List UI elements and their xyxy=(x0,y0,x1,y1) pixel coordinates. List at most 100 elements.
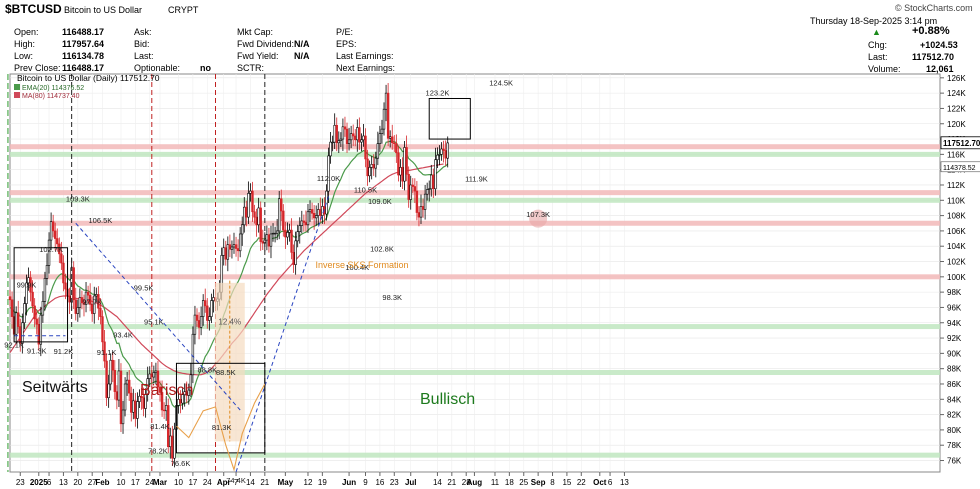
candle-body xyxy=(222,247,225,256)
y-tick-label: 100K xyxy=(947,273,966,282)
candle-body xyxy=(292,252,295,265)
candle-body xyxy=(446,142,449,159)
y-tick-label: 84K xyxy=(947,395,962,404)
candle-body xyxy=(399,167,402,176)
candle xyxy=(101,310,104,352)
candle-body xyxy=(39,314,43,345)
x-tick-label: 13 xyxy=(59,478,68,487)
price-label: 95.1K xyxy=(144,317,164,326)
candle-body xyxy=(411,184,414,187)
mkt-cap-label: Mkt Cap: xyxy=(237,27,274,37)
candle xyxy=(187,383,190,405)
candle-body xyxy=(312,213,316,219)
green-level-band xyxy=(10,151,940,157)
candle-body xyxy=(300,220,304,226)
candle xyxy=(335,117,338,152)
candle xyxy=(51,214,55,238)
candle-body xyxy=(162,409,166,412)
candle xyxy=(325,184,328,221)
candle xyxy=(99,298,102,325)
candle xyxy=(45,253,49,286)
legend-ema: EMA(20) 114376.52 xyxy=(22,85,84,92)
candle-body xyxy=(160,392,164,411)
candle-body xyxy=(58,243,61,255)
candle-body xyxy=(271,232,275,235)
candle xyxy=(405,135,408,182)
candle xyxy=(230,240,234,259)
candle-body xyxy=(245,206,248,218)
candle-body xyxy=(206,305,209,321)
candle xyxy=(360,133,363,152)
candle-body xyxy=(376,143,380,159)
candle xyxy=(273,226,277,243)
y-tick-label: 94K xyxy=(947,319,962,328)
candle xyxy=(306,203,310,234)
candle-body xyxy=(339,138,343,141)
candle-body xyxy=(331,141,334,144)
candle xyxy=(341,118,345,151)
candle-body xyxy=(111,359,114,371)
price-label: 107.3K xyxy=(526,210,550,219)
candle xyxy=(140,387,143,410)
candle-body xyxy=(273,232,277,235)
candle-body xyxy=(405,147,408,175)
y-tick-label: 78K xyxy=(947,441,962,450)
candle-body xyxy=(10,299,14,317)
candle-body xyxy=(432,174,435,190)
candle xyxy=(97,286,100,321)
candle-body xyxy=(47,239,51,266)
price-label: 109.3K xyxy=(66,195,90,204)
ask-label: Ask: xyxy=(134,27,152,37)
candle-body xyxy=(333,124,336,143)
legend-ma-swatch xyxy=(14,92,20,98)
candle xyxy=(395,134,398,163)
candle-body xyxy=(35,318,38,325)
sideways-range-box xyxy=(13,247,69,343)
candle-body xyxy=(269,233,273,247)
candle xyxy=(382,102,386,136)
candle-body xyxy=(224,247,227,260)
fwd-dividend-value: N/A xyxy=(294,39,310,49)
candle-body xyxy=(417,212,421,218)
candle xyxy=(314,205,318,226)
x-tick-label: 27 xyxy=(88,478,97,487)
candle-body xyxy=(130,392,133,413)
pe-label: P/E: xyxy=(336,27,354,37)
candle xyxy=(247,181,250,225)
candle-body xyxy=(99,307,102,317)
x-tick-label: 7 xyxy=(234,478,239,487)
candle-body xyxy=(337,140,340,144)
candle xyxy=(409,175,412,210)
candle xyxy=(146,366,149,402)
candle xyxy=(23,296,26,330)
candle-body xyxy=(173,428,176,459)
candle xyxy=(72,261,75,309)
price-label: 99.9K xyxy=(17,281,37,290)
candle-body xyxy=(62,262,65,284)
candle-body xyxy=(261,241,264,244)
price-label: 93.4K xyxy=(113,330,133,339)
candle-body xyxy=(154,370,158,373)
green-level-band xyxy=(10,452,940,458)
candle-body xyxy=(78,297,82,308)
y-tick-label: 106K xyxy=(947,227,966,236)
green-level-band xyxy=(10,370,940,375)
candle-body xyxy=(43,278,47,302)
candle-body xyxy=(425,189,429,195)
last-price-value: 117512.70 xyxy=(912,52,955,62)
candle-body xyxy=(241,224,244,235)
price-label: 81.4K xyxy=(150,422,170,431)
y-tick-label: 122K xyxy=(947,104,966,113)
candle xyxy=(29,271,32,302)
y-tick-label: 82K xyxy=(947,411,962,420)
candle xyxy=(278,190,281,240)
candle-body xyxy=(421,206,425,210)
candle xyxy=(436,147,439,168)
candle xyxy=(300,210,304,234)
x-tick-label: 12 xyxy=(304,478,313,487)
x-tick-label: 18 xyxy=(505,478,514,487)
candle-body xyxy=(125,379,129,385)
candle xyxy=(351,124,355,147)
candle-body xyxy=(152,372,156,378)
candle xyxy=(88,283,92,312)
